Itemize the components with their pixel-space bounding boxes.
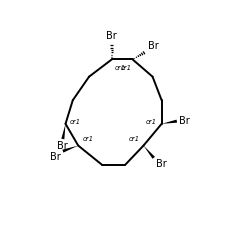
Text: Br: Br bbox=[148, 41, 159, 51]
Polygon shape bbox=[62, 146, 78, 153]
Polygon shape bbox=[162, 120, 177, 124]
Polygon shape bbox=[143, 146, 155, 159]
Text: Br: Br bbox=[50, 152, 61, 162]
Text: Br: Br bbox=[58, 141, 68, 151]
Text: or1: or1 bbox=[146, 119, 157, 125]
Text: Br: Br bbox=[106, 31, 117, 41]
Text: or1: or1 bbox=[121, 64, 132, 70]
Text: or1: or1 bbox=[82, 136, 93, 142]
Text: Br: Br bbox=[156, 159, 166, 169]
Text: or1: or1 bbox=[69, 119, 80, 125]
Text: or1: or1 bbox=[128, 136, 139, 142]
Polygon shape bbox=[61, 124, 66, 139]
Text: Br: Br bbox=[179, 116, 190, 126]
Text: or1: or1 bbox=[115, 64, 126, 70]
